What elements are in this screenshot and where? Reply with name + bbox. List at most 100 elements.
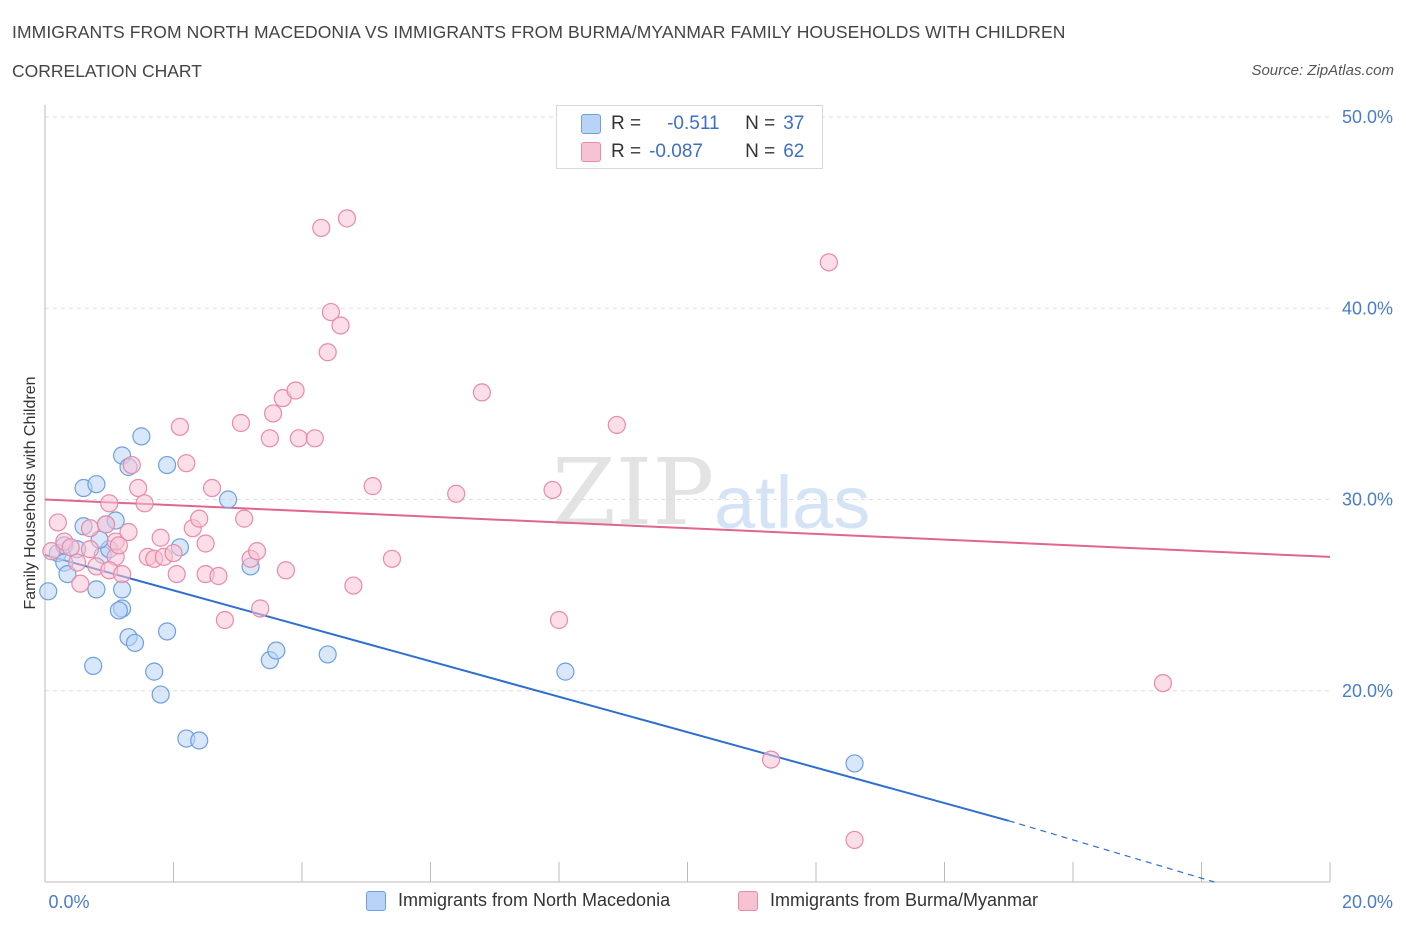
y-axis-label: Family Households with Children: [22, 377, 39, 610]
chart-subtitle: CORRELATION CHART: [12, 61, 202, 81]
burma-myanmar-point: [318, 343, 337, 362]
burma-myanmar-point: [42, 542, 61, 561]
north-macedonia-point: [157, 622, 177, 641]
burma-myanmar-point: [209, 566, 228, 586]
y-tick-label: 50.0%: [1342, 107, 1393, 127]
burma-myanmar-point: [276, 561, 296, 580]
burma-myanmar-point: [48, 513, 67, 532]
legend-item-burma-myanmar: Immigrants from Burma/Myanmar: [738, 890, 1038, 911]
burma-myanmar-point: [312, 218, 331, 238]
legend-pink-swatch-icon: [738, 890, 758, 911]
burma-myanmar-point: [607, 415, 626, 435]
legend-label: Immigrants from North Macedonia: [398, 890, 671, 910]
burma-myanmar-point: [80, 540, 100, 559]
burma-myanmar-point: [196, 534, 215, 553]
burma-myanmar-point: [235, 509, 254, 528]
blue-swatch-icon: [581, 114, 601, 134]
north-macedonia-point: [190, 731, 209, 750]
burma-myanmar-point: [151, 528, 170, 547]
burma-myanmar-point: [68, 553, 87, 572]
north-macedonia-trendline: [44, 553, 1010, 822]
burma-myanmar-point: [129, 478, 148, 498]
north-macedonia-point: [157, 455, 177, 475]
burma-myanmar-point: [96, 515, 116, 534]
north-macedonia-point: [132, 427, 151, 446]
north-macedonia-point: [845, 754, 864, 773]
n-value: 62: [783, 141, 805, 162]
burma-myanmar-point: [112, 564, 132, 584]
north-macedonia-point: [267, 641, 286, 660]
burma-myanmar-point: [331, 316, 350, 335]
north-macedonia-point: [87, 475, 106, 494]
source-label: Source: ZipAtlas.com: [1251, 62, 1394, 79]
x-tick-label: 20.0%: [1342, 892, 1393, 912]
burma-myanmar-point: [819, 253, 838, 272]
legend-blue-swatch-icon: [366, 890, 386, 911]
burma-myanmar-point: [761, 750, 781, 769]
burma-myanmar-point: [1153, 673, 1173, 693]
burma-myanmar-point: [472, 383, 491, 402]
burma-myanmar-point: [122, 455, 141, 475]
r-value: -0.087: [649, 141, 703, 162]
burma-myanmar-point: [177, 454, 196, 473]
watermark-atlas: atlas: [714, 461, 870, 544]
burma-myanmar-point: [164, 543, 183, 563]
burma-myanmar-point: [382, 549, 402, 568]
burma-myanmar-point: [71, 574, 90, 593]
pink-swatch-icon: [581, 142, 601, 162]
north-macedonia-point: [39, 582, 58, 601]
burma-myanmar-point: [119, 522, 138, 542]
y-tick-label: 20.0%: [1342, 681, 1393, 701]
burma-myanmar-point: [344, 576, 363, 595]
r-label: R =: [611, 141, 642, 162]
north-macedonia-point: [87, 580, 106, 599]
axes: [44, 105, 1331, 883]
x-tick-label: 0.0%: [48, 892, 89, 912]
y-tick-label: 40.0%: [1342, 298, 1393, 318]
north-macedonia-point: [318, 645, 337, 664]
burma-myanmar-point: [337, 209, 357, 228]
chart-title: IMMIGRANTS FROM NORTH MACEDONIA VS IMMIG…: [12, 22, 1066, 42]
burma-myanmar-trendline: [44, 498, 1331, 558]
burma-myanmar-point: [61, 538, 80, 557]
burma-myanmar-point: [80, 519, 100, 538]
north-macedonia-point: [109, 601, 128, 620]
stats-row-blue: R = -0.511 N = 37: [581, 110, 804, 138]
burma-myanmar-point: [845, 830, 864, 850]
north-macedonia-point: [151, 685, 170, 704]
burma-myanmar-point: [447, 484, 466, 503]
r-value: -0.511: [667, 113, 720, 134]
stats-row-pink: R = -0.087 N = 62: [581, 138, 804, 166]
burma-myanmar-point: [215, 610, 234, 630]
burma-myanmar-point: [100, 494, 119, 513]
burma-myanmar-point: [170, 417, 190, 436]
burma-myanmar-point: [289, 429, 308, 448]
watermark-zip: ZIP: [552, 439, 714, 546]
north-macedonia-trendline-extension: [1008, 820, 1215, 883]
burma-myanmar-point: [247, 542, 267, 561]
legend-label: Immigrants from Burma/Myanmar: [770, 890, 1039, 910]
y-tick-label: 30.0%: [1342, 490, 1393, 510]
tick-labels: 20.0% 30.0% 40.0% 50.0% 0.0% 20.0%: [48, 107, 1393, 912]
r-label: R =: [611, 113, 642, 134]
n-value: 37: [783, 113, 805, 134]
data-points: [39, 209, 1173, 850]
north-macedonia-point: [125, 633, 145, 653]
burma-myanmar-point: [305, 429, 324, 448]
north-macedonia-point: [145, 662, 164, 681]
burma-myanmar-point: [135, 494, 154, 513]
stats-box: R = -0.511 N = 37 R = -0.087 N = 62: [556, 105, 823, 169]
burma-myanmar-point: [549, 610, 569, 630]
burma-myanmar-point: [109, 536, 128, 555]
north-macedonia-point: [219, 490, 238, 509]
burma-myanmar-point: [190, 509, 209, 528]
north-macedonia-point: [84, 656, 103, 675]
burma-myanmar-point: [251, 599, 270, 618]
burma-myanmar-point: [321, 302, 341, 322]
north-macedonia-point: [556, 662, 575, 681]
burma-myanmar-point: [286, 381, 305, 400]
n-label: N =: [745, 141, 776, 162]
burma-myanmar-point: [263, 404, 283, 423]
burma-myanmar-point: [543, 480, 562, 500]
